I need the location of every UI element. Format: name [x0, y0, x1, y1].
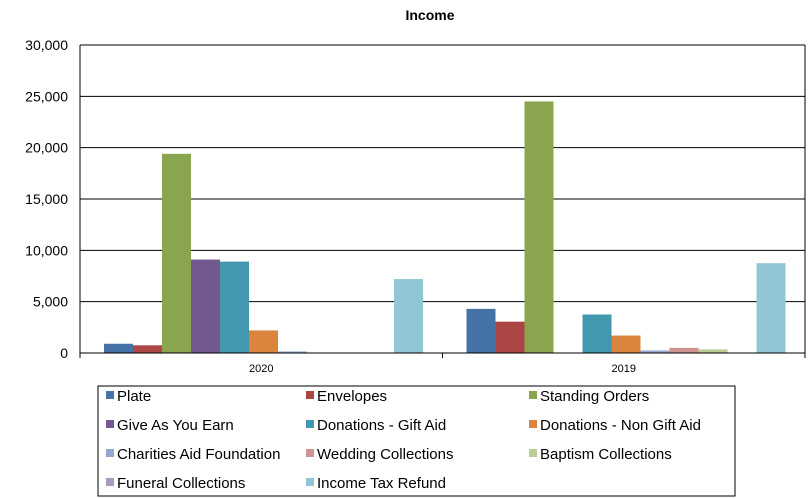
legend-label: Envelopes	[317, 388, 387, 405]
legend-label: Standing Orders	[540, 388, 649, 405]
bar	[249, 330, 278, 353]
legend-swatch	[106, 478, 114, 486]
y-tick-label: 5,000	[33, 294, 68, 310]
bar	[640, 350, 670, 353]
bar	[466, 308, 496, 353]
bar	[162, 153, 191, 353]
x-tick-label: 2020	[249, 363, 273, 375]
y-tick-label: 10,000	[25, 242, 68, 258]
bars	[104, 101, 786, 353]
legend-swatch	[306, 449, 314, 457]
legend-swatch	[106, 391, 114, 399]
y-tick-label: 25,000	[25, 88, 68, 104]
bar	[394, 279, 423, 353]
bar	[191, 259, 220, 353]
legend-label: Wedding Collections	[317, 446, 453, 463]
legend-label: Charities Aid Foundation	[117, 446, 280, 463]
bar	[669, 347, 699, 353]
x-axis: 2020 2019	[79, 352, 806, 375]
legend-label: Baptism Collections	[540, 446, 672, 463]
legend: Plate Envelopes Standing Orders Give As You…	[97, 385, 736, 497]
legend-swatch	[529, 449, 537, 457]
gridlines	[80, 44, 805, 303]
legend-swatch	[106, 449, 114, 457]
legend-swatch	[529, 391, 537, 399]
legend-swatch	[106, 420, 114, 428]
bar	[278, 351, 307, 353]
chart-title: Income	[405, 7, 454, 23]
x-tick-label: 2019	[612, 363, 636, 375]
legend-swatch	[306, 391, 314, 399]
legend-label: Donations - Gift Aid	[317, 417, 446, 434]
y-axis: 0 5,000 10,000 15,000 20,000 25,000 30,000	[25, 37, 806, 361]
bar	[495, 321, 525, 353]
y-tick-label: 0	[60, 345, 68, 361]
y-tick-label: 30,000	[25, 37, 68, 53]
bar	[524, 101, 554, 353]
legend-swatch	[306, 478, 314, 486]
bar	[104, 343, 133, 353]
legend-swatch	[529, 420, 537, 428]
y-tick-label: 20,000	[25, 140, 68, 156]
legend-box	[97, 385, 736, 497]
bar	[756, 263, 786, 353]
legend-label: Give As You Earn	[117, 417, 234, 434]
legend-label: Plate	[117, 388, 151, 405]
legend-label: Donations - Non Gift Aid	[540, 417, 701, 434]
bar	[698, 349, 728, 353]
legend-swatch	[306, 420, 314, 428]
bar	[220, 261, 249, 353]
legend-label: Funeral Collections	[117, 475, 245, 492]
bar	[582, 314, 612, 353]
legend-label: Income Tax Refund	[317, 475, 446, 492]
bar	[611, 335, 641, 353]
bar	[133, 345, 162, 353]
y-tick-label: 15,000	[25, 191, 68, 207]
